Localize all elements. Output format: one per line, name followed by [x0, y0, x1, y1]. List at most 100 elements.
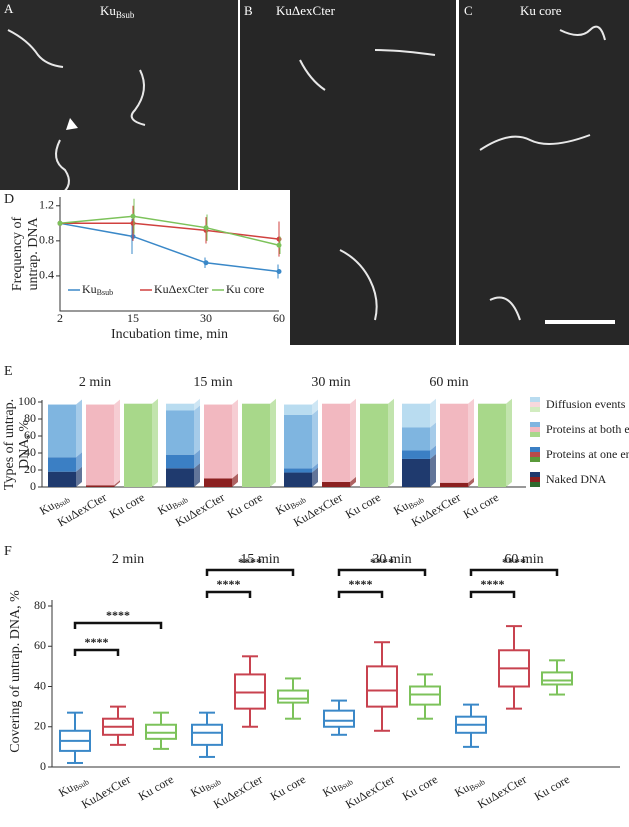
- group-label: 15 min: [193, 375, 232, 390]
- label-main: Ku: [273, 498, 293, 517]
- y-tick-label: 60: [24, 428, 36, 442]
- significance: ****: [502, 555, 526, 569]
- bar-segment: [284, 414, 312, 469]
- bar-segment: [440, 482, 468, 487]
- bar-segment: [284, 468, 312, 473]
- panel-letter: A: [4, 1, 14, 16]
- y-axis-label: DNA, %: [17, 420, 32, 469]
- label-sub: Bsub: [72, 777, 91, 793]
- y-axis-label: untrap. DNA: [26, 217, 41, 291]
- panel-letter: B: [244, 3, 253, 18]
- point: [276, 242, 282, 248]
- legend-swatch: [530, 452, 540, 457]
- legend-label: Naked DNA: [546, 472, 607, 486]
- bar-segment: [322, 481, 350, 487]
- bracket: [337, 568, 427, 576]
- label-main: KuΔexCter: [154, 282, 208, 296]
- y-tick-label: 0.4: [39, 268, 54, 282]
- x-tick-label: 2: [57, 311, 63, 325]
- panel-letter: D: [4, 192, 14, 207]
- legend-label: KuBsub: [82, 282, 113, 297]
- significance: ****: [106, 608, 130, 622]
- x-tick-label: KuΔexCter: [409, 490, 463, 529]
- label-main: Ku core: [343, 490, 383, 521]
- legend-label: Ku core: [226, 282, 264, 296]
- label-main: KuΔexCter: [211, 772, 265, 811]
- label-main: Ku core: [225, 490, 265, 521]
- panel-label: Ku core: [520, 3, 562, 18]
- label-main: KuΔexCter: [55, 490, 109, 529]
- point: [276, 236, 282, 242]
- bracket: [73, 621, 163, 629]
- bar-side: [430, 398, 436, 428]
- y-tick-label: 20: [24, 462, 36, 476]
- bar-segment: [402, 450, 430, 459]
- bar-side: [232, 399, 238, 479]
- group-label: 30 min: [372, 552, 411, 567]
- y-tick-label: 0: [40, 759, 46, 773]
- legend-swatch: [530, 482, 540, 487]
- bar-segment: [166, 468, 194, 487]
- bar-segment: [86, 485, 114, 487]
- bar-segment: [166, 410, 194, 455]
- bar-side: [468, 398, 474, 483]
- bar-segment: [124, 403, 152, 487]
- bar-segment: [166, 454, 194, 469]
- bar-segment: [48, 457, 76, 472]
- bar-segment: [322, 403, 350, 482]
- label-main: Ku core: [532, 772, 572, 803]
- label-sub: Bsub: [204, 777, 223, 793]
- group-label: 60 min: [429, 375, 468, 390]
- x-tick-label: Ku core: [343, 490, 383, 521]
- label-sub: Bsub: [336, 777, 355, 793]
- y-tick-label: 100: [18, 394, 36, 408]
- line: [59, 222, 280, 273]
- bar-side: [312, 467, 318, 487]
- legend-swatch: [530, 397, 540, 402]
- bar-side: [194, 463, 200, 487]
- label-main: Ku core: [226, 282, 264, 296]
- bar-side: [114, 399, 120, 486]
- label-main: Ku core: [461, 490, 501, 521]
- box: [409, 685, 441, 706]
- y-tick-label: 80: [34, 598, 46, 612]
- y-tick-label: 20: [34, 719, 46, 733]
- x-tick-label: KuΔexCter: [343, 772, 397, 811]
- group-label: 30 min: [311, 375, 350, 390]
- group-label: 60 min: [504, 552, 543, 567]
- bar-side: [350, 398, 356, 482]
- x-tick-label: Ku core: [532, 772, 572, 803]
- y-tick-label: 40: [34, 678, 46, 692]
- label-main: Ku: [188, 780, 208, 799]
- bar-side: [468, 477, 474, 487]
- bar-segment: [48, 471, 76, 487]
- x-tick-label: Ku core: [400, 772, 440, 803]
- box: [234, 673, 266, 710]
- point: [203, 225, 209, 231]
- bar-side: [312, 409, 318, 469]
- x-tick-label: 15: [127, 311, 139, 325]
- group-label: 15 min: [240, 552, 279, 567]
- bar-side: [76, 452, 82, 472]
- bar-side: [76, 466, 82, 487]
- y-axis-label: Covering of untrap. DNA, %: [8, 590, 23, 753]
- bar-segment: [166, 403, 194, 411]
- bar-segment: [478, 403, 506, 487]
- significance: ****: [238, 555, 262, 569]
- bar-segment: [242, 403, 270, 487]
- x-tick-label: KuΔexCter: [79, 772, 133, 811]
- box: [541, 671, 573, 686]
- x-tick-label: Ku core: [225, 490, 265, 521]
- label-main: Ku core: [400, 772, 440, 803]
- y-tick-label: 1.2: [39, 198, 54, 212]
- box: [145, 723, 177, 740]
- bar-side: [232, 473, 238, 487]
- point: [276, 269, 282, 275]
- point: [130, 213, 136, 219]
- label-main: Ku: [391, 498, 411, 517]
- panel-label: KuΔexCter: [276, 3, 336, 18]
- label-main: KuΔexCter: [291, 490, 345, 529]
- bar-side: [312, 463, 318, 473]
- legend-label: Diffusion events: [546, 397, 626, 411]
- bar-segment: [48, 404, 76, 458]
